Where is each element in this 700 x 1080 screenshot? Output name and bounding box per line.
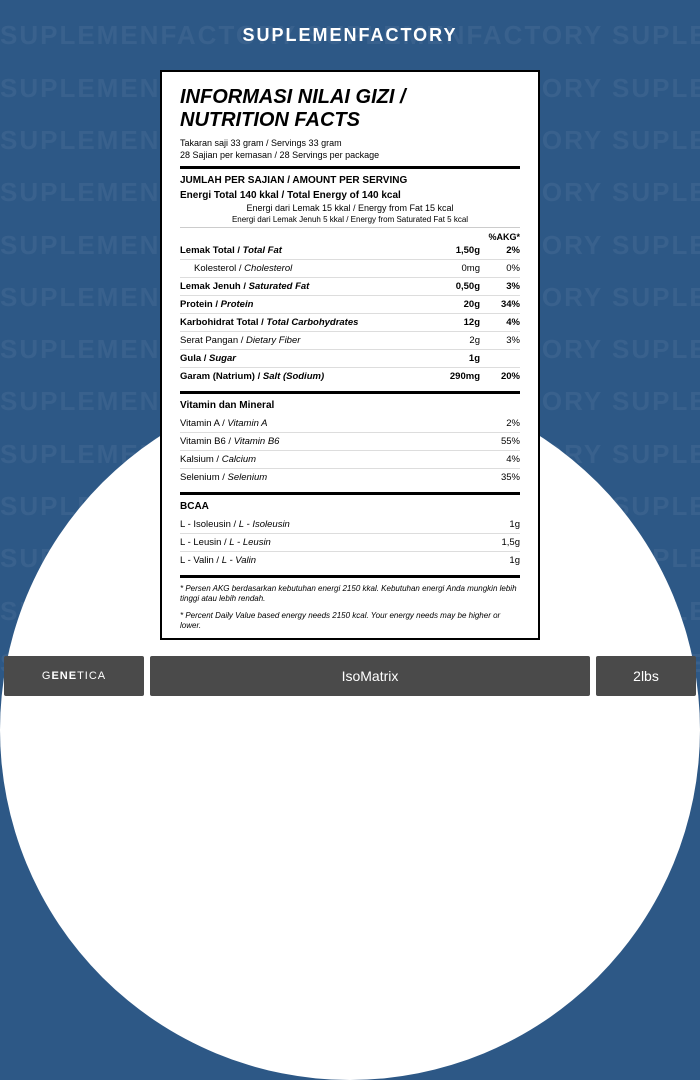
nutrient-row: Lemak Total / Total Fat1,50g2% — [180, 242, 520, 260]
bottom-bar: GENETICA IsoMatrix 2lbs — [0, 652, 700, 700]
nutrient-row: Lemak Jenuh / Saturated Fat0,50g3% — [180, 278, 520, 296]
nutrient-row: Vitamin A / Vitamin A2% — [180, 415, 520, 433]
size-cell: 2lbs — [596, 656, 696, 696]
brand-cell: GENETICA — [4, 656, 144, 696]
nutrients-table: Lemak Total / Total Fat1,50g2%Kolesterol… — [180, 242, 520, 385]
vitmin-head: Vitamin dan Mineral — [180, 400, 520, 411]
nutrition-facts-panel: INFORMASI NILAI GIZI / NUTRITION FACTS T… — [160, 70, 540, 640]
nutrient-row: Kalsium / Calcium4% — [180, 451, 520, 469]
footnote-en: * Percent Daily Value based energy needs… — [180, 611, 520, 632]
nutrient-row: Selenium / Selenium35% — [180, 469, 520, 486]
nutrient-row: L - Leusin / L - Leusin1,5g — [180, 534, 520, 552]
nutrient-row: Kolesterol / Cholesterol0mg0% — [180, 260, 520, 278]
title-en: NUTRITION FACTS — [180, 109, 520, 132]
nutrient-row: Karbohidrat Total / Total Carbohydrates1… — [180, 314, 520, 332]
nutrient-row: Garam (Natrium) / Salt (Sodium)290mg20% — [180, 368, 520, 385]
total-energy: Energi Total 140 kkal / Total Energy of … — [180, 190, 520, 201]
energy-from-fat: Energi dari Lemak 15 kkal / Energy from … — [180, 203, 520, 213]
footnote-id: * Persen AKG berdasarkan kebutuhan energ… — [180, 584, 520, 605]
nutrient-row: L - Isoleusin / L - Isoleusin1g — [180, 516, 520, 534]
nutrient-row: Protein / Protein20g34% — [180, 296, 520, 314]
page-header: SUPLEMENFACTORY — [0, 25, 700, 46]
nutrient-row: Gula / Sugar1g — [180, 350, 520, 368]
nutrient-row: Serat Pangan / Dietary Fiber2g3% — [180, 332, 520, 350]
servings-per-package: 28 Sajian per kemasan / 28 Servings per … — [180, 150, 520, 160]
akg-header: %AKG* — [180, 232, 520, 242]
energy-from-satfat: Energi dari Lemak Jenuh 5 kkal / Energy … — [180, 215, 520, 224]
bcaa-table: L - Isoleusin / L - Isoleusin1gL - Leusi… — [180, 516, 520, 569]
amount-per-serving-head: JUMLAH PER SAJIAN / AMOUNT PER SERVING — [180, 175, 520, 186]
product-name-cell: IsoMatrix — [150, 656, 590, 696]
bcaa-head: BCAA — [180, 501, 520, 512]
title-id: INFORMASI NILAI GIZI / — [180, 86, 520, 109]
serving-size: Takaran saji 33 gram / Servings 33 gram — [180, 138, 520, 148]
nutrient-row: Vitamin B6 / Vitamin B655% — [180, 433, 520, 451]
vitamins-table: Vitamin A / Vitamin A2%Vitamin B6 / Vita… — [180, 415, 520, 486]
nutrient-row: L - Valin / L - Valin1g — [180, 552, 520, 569]
